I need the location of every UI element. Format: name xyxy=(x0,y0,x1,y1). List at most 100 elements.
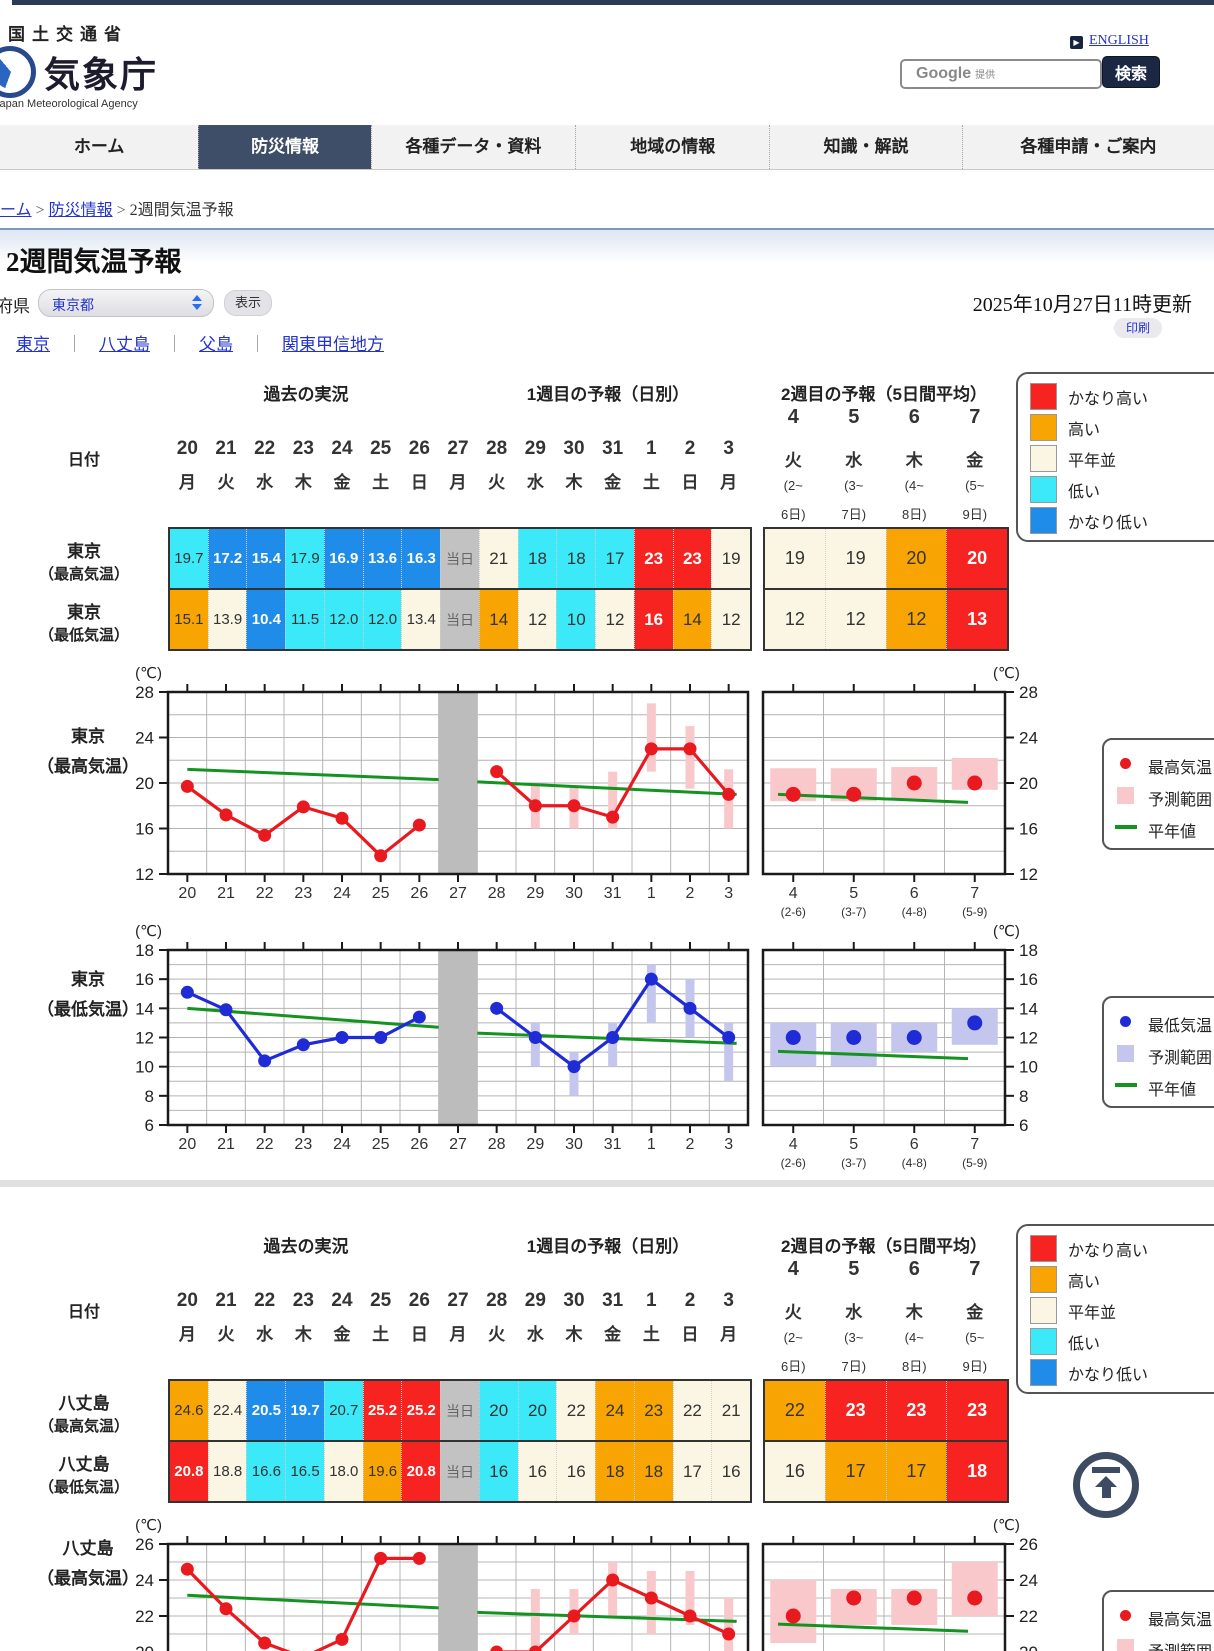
area-link-1[interactable]: 東京 xyxy=(16,335,50,354)
temp-cell: 20.7 xyxy=(323,1381,363,1440)
area-link-2[interactable]: 八丈島 xyxy=(99,335,150,354)
page-top-button[interactable] xyxy=(1073,1452,1139,1518)
svg-text:(3-7): (3-7) xyxy=(841,1156,866,1170)
search-provided: 提供 xyxy=(975,70,996,81)
svg-text:6: 6 xyxy=(1019,1116,1028,1135)
temp-cell: 20.5 xyxy=(246,1381,286,1440)
svg-text:8: 8 xyxy=(1019,1087,1028,1106)
scale-swatch-n xyxy=(1030,1297,1057,1324)
area-link-3[interactable]: 父島 xyxy=(199,335,233,354)
svg-text:25: 25 xyxy=(372,1136,390,1153)
temp-cell: 21 xyxy=(711,1381,751,1440)
temp-cell: 25.2 xyxy=(362,1381,402,1440)
nav-item-4[interactable]: 地域の情報 xyxy=(575,125,769,169)
svg-text:16: 16 xyxy=(1019,970,1038,989)
temp-cell-week2: 23 xyxy=(946,1381,1007,1440)
temp-cell-week2: 17 xyxy=(885,1442,947,1501)
area-link-4[interactable]: 関東甲信地方 xyxy=(282,335,384,354)
breadcrumb-link-2[interactable]: 防災情報 xyxy=(48,202,113,219)
legend-range-icon xyxy=(1117,1639,1134,1651)
nav-item-1[interactable]: ホーム xyxy=(73,137,125,156)
temp-cell: 16 xyxy=(633,590,673,649)
prefecture-label: 都道府県 xyxy=(0,297,30,316)
week2-day-weekday: 木 xyxy=(905,1303,923,1322)
row-station-label: 東京 xyxy=(67,603,101,622)
breadcrumb-current: 2週間気温予報 xyxy=(129,202,234,219)
temp-cell: 16.9 xyxy=(323,529,363,588)
breadcrumb-link-1[interactable]: ホーム xyxy=(0,202,32,219)
row-type-label: （最低気温） xyxy=(38,1479,129,1496)
site-search-input[interactable]: Google 提供 xyxy=(900,59,1102,89)
svg-text:10: 10 xyxy=(1019,1058,1038,1077)
week2-day-weekday: 水 xyxy=(845,451,863,470)
temp-cell: 16 xyxy=(478,1442,518,1501)
svg-text:24: 24 xyxy=(135,729,154,748)
nav-item-3[interactable]: 各種データ・資料 xyxy=(370,125,575,169)
date-row-label: 日付 xyxy=(67,1304,100,1321)
show-button[interactable]: 表示 xyxy=(224,290,272,316)
day-weekday: 火 xyxy=(488,1325,506,1344)
select-arrows-icon xyxy=(192,295,202,310)
svg-text:7: 7 xyxy=(970,885,979,902)
temp-cell: 22 xyxy=(556,1381,596,1440)
site-search-button[interactable]: 検索 xyxy=(1102,56,1160,88)
week2-day-weekday: 火 xyxy=(784,1303,802,1322)
nav-item-6[interactable]: 各種申請・ご案内 xyxy=(961,125,1214,169)
day-weekday: 日 xyxy=(681,1325,699,1344)
main-nav: ホーム 防災情報 各種データ・資料 地域の情報 知識・解説 各種申請・ご案内 xyxy=(0,125,1214,170)
temp-cell-week2: 16 xyxy=(765,1442,825,1501)
scale-legend-item: かなり高い xyxy=(1018,380,1214,411)
temp-cell: 16.6 xyxy=(246,1442,286,1501)
svg-text:28: 28 xyxy=(1019,683,1038,702)
temp-cell-week2: 19 xyxy=(765,529,825,588)
date-row-label: 日付 xyxy=(67,452,100,469)
week2-day-range2: 7日) xyxy=(841,507,867,522)
print-button[interactable]: 印刷 xyxy=(1114,318,1162,338)
week2-day-range1: (3~ xyxy=(844,1330,864,1345)
svg-text:2: 2 xyxy=(686,885,695,902)
svg-text:20: 20 xyxy=(178,1136,196,1153)
day-weekday: 火 xyxy=(217,473,235,492)
temp-cell-week2: 23 xyxy=(824,1381,886,1440)
temp-cell: 12 xyxy=(595,590,634,649)
temp-cell: 22 xyxy=(672,1381,712,1440)
svg-text:23: 23 xyxy=(294,1136,312,1153)
temp-cell: 14 xyxy=(478,590,518,649)
day-number: 30 xyxy=(563,1290,585,1311)
legend-label: 平年値 xyxy=(1148,1082,1197,1099)
prefecture-select[interactable]: 東京都 xyxy=(38,289,214,317)
row-station-label: 八丈島 xyxy=(58,1455,110,1474)
svg-text:30: 30 xyxy=(565,885,583,902)
svg-text:東京: 東京 xyxy=(71,969,105,989)
temp-cell: 18.8 xyxy=(207,1442,247,1501)
svg-text:24: 24 xyxy=(1019,1571,1038,1590)
scale-swatch-n xyxy=(1030,445,1057,472)
temp-cell: 10 xyxy=(556,590,596,649)
nav-item-5[interactable]: 知識・解説 xyxy=(769,125,961,169)
temp-cell: 16 xyxy=(556,1442,596,1501)
day-number: 25 xyxy=(370,1290,392,1311)
temp-cell: 20 xyxy=(478,1381,518,1440)
jma-logo-swoosh xyxy=(0,55,28,89)
day-number: 1 xyxy=(646,438,657,459)
day-number: 24 xyxy=(331,1290,353,1311)
week2-day-number: 7 xyxy=(969,1258,981,1280)
scale-legend-item: かなり低い xyxy=(1018,1356,1214,1387)
svg-text:24: 24 xyxy=(333,1136,351,1153)
svg-text:23: 23 xyxy=(294,885,312,902)
week1-forecast-header: 1週目の予報（日別） xyxy=(526,1237,690,1256)
english-link[interactable]: ENGLISH xyxy=(1089,33,1149,48)
day-weekday: 木 xyxy=(294,473,312,492)
week2-day-number: 6 xyxy=(908,1258,920,1280)
temp-cell: 16 xyxy=(517,1442,557,1501)
temp-cell-week2: 12 xyxy=(824,590,886,649)
day-number: 28 xyxy=(486,438,508,459)
svg-text:東京: 東京 xyxy=(71,726,105,746)
temp-cell: 23 xyxy=(672,529,712,588)
nav-item-2[interactable]: 防災情報 xyxy=(198,125,371,169)
day-number: 1 xyxy=(646,1290,657,1311)
area-link-separator: ｜ xyxy=(249,335,266,354)
svg-text:29: 29 xyxy=(526,885,544,902)
week2-day-range1: (5~ xyxy=(965,1330,985,1345)
temp-cell-week2: 12 xyxy=(765,590,825,649)
